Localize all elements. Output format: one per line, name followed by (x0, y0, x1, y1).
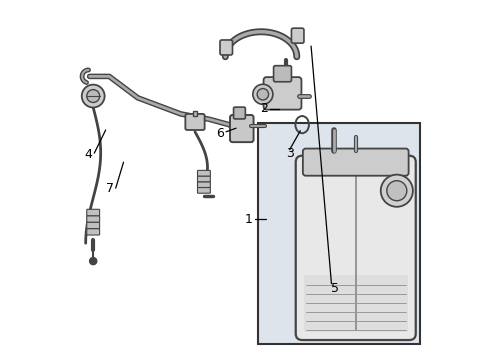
FancyBboxPatch shape (87, 209, 99, 216)
Circle shape (87, 90, 99, 103)
Bar (258, 123, 420, 344)
Text: 3: 3 (286, 147, 294, 160)
Text: 7: 7 (105, 183, 114, 195)
Text: 1: 1 (245, 213, 253, 226)
Text: 2: 2 (260, 102, 268, 115)
Circle shape (387, 181, 407, 201)
Text: 6: 6 (216, 127, 223, 140)
Bar (304, 275, 408, 332)
FancyBboxPatch shape (185, 114, 205, 130)
Circle shape (381, 175, 413, 207)
FancyBboxPatch shape (234, 107, 245, 119)
FancyBboxPatch shape (87, 222, 99, 229)
FancyBboxPatch shape (197, 176, 210, 182)
FancyBboxPatch shape (296, 156, 416, 340)
Text: 4: 4 (84, 148, 92, 162)
Text: 5: 5 (331, 283, 339, 296)
FancyBboxPatch shape (230, 115, 253, 142)
Circle shape (82, 85, 104, 108)
FancyBboxPatch shape (197, 188, 210, 193)
Circle shape (253, 84, 273, 104)
Bar (193, 111, 197, 116)
FancyBboxPatch shape (87, 229, 99, 235)
FancyBboxPatch shape (292, 28, 304, 43)
FancyBboxPatch shape (197, 182, 210, 188)
FancyBboxPatch shape (303, 149, 409, 176)
Circle shape (90, 257, 97, 265)
FancyBboxPatch shape (87, 216, 99, 222)
FancyBboxPatch shape (273, 66, 292, 82)
Circle shape (257, 89, 269, 100)
FancyBboxPatch shape (197, 170, 210, 176)
FancyBboxPatch shape (220, 40, 232, 55)
FancyBboxPatch shape (264, 77, 301, 110)
